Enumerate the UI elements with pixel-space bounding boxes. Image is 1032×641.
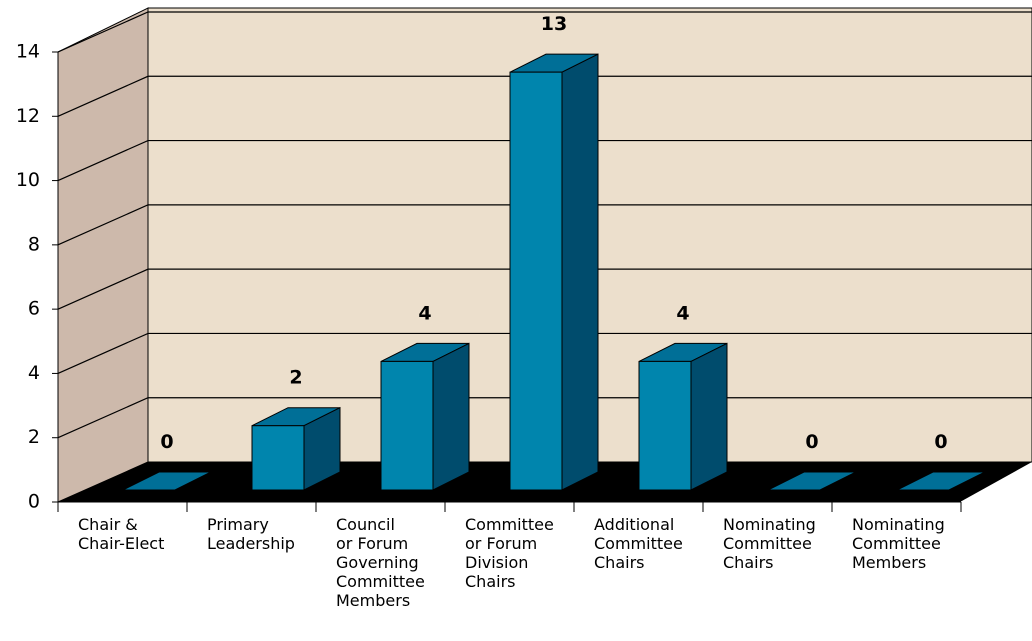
bar-side — [303, 406, 341, 491]
bar-front — [638, 360, 692, 491]
y-tick-label: 14 — [16, 41, 40, 63]
grid-line — [57, 139, 1032, 182]
bar — [251, 406, 341, 491]
y-tick-label: 2 — [28, 426, 40, 448]
value-label: 0 — [805, 431, 818, 453]
x-tick-label: Nominating Committee Chairs — [723, 515, 816, 572]
bar-side — [432, 342, 470, 491]
bar — [122, 471, 212, 491]
grid-line — [57, 332, 1032, 374]
x-tick-line: or Forum — [336, 534, 408, 553]
value-label: 13 — [541, 13, 567, 35]
x-tick-label: Nominating Committee Members — [852, 515, 945, 572]
x-tick-line: Members — [852, 553, 926, 572]
grid-line — [57, 204, 1032, 246]
x-tick-line: Members — [336, 591, 410, 610]
bar — [896, 471, 986, 491]
y-tick-label: 0 — [28, 491, 40, 513]
bar — [767, 471, 857, 491]
value-label: 0 — [160, 431, 173, 453]
bar-top — [767, 471, 857, 491]
y-tick-label: 10 — [16, 169, 40, 191]
bar — [509, 53, 599, 491]
value-label: 4 — [418, 302, 431, 324]
x-tick-line: Chair-Elect — [78, 534, 164, 553]
x-tick-line: Chair & — [78, 515, 138, 534]
grid-line — [57, 268, 1032, 310]
bar-top — [896, 471, 986, 491]
x-tick-line: Committee — [852, 534, 941, 553]
x-tick-line: Committee — [336, 572, 425, 591]
x-tick-line: Nominating — [852, 515, 945, 534]
x-tick-line: Committee — [594, 534, 683, 553]
value-label: 0 — [934, 431, 947, 453]
x-tick-line: Committee — [723, 534, 812, 553]
bar — [380, 342, 470, 491]
bar-front — [380, 360, 434, 491]
grid-line — [57, 397, 1032, 439]
bar-front — [509, 71, 563, 491]
x-tick-label: Committee or Forum Division Chairs — [465, 515, 554, 591]
x-tick-line: Committee — [465, 515, 554, 534]
x-tick-line: Additional — [594, 515, 674, 534]
x-tick-label: Council or Forum Governing Committee Members — [336, 515, 425, 610]
bar-top — [122, 471, 212, 491]
x-tick-line: Chairs — [594, 553, 644, 572]
bar — [638, 342, 728, 491]
x-tick-label: Chair & Chair-Elect — [78, 515, 164, 553]
value-label: 4 — [676, 302, 689, 324]
x-tick-label: Primary Leadership — [207, 515, 295, 553]
x-tick-line: Chairs — [465, 572, 515, 591]
x-tick-line: Division — [465, 553, 528, 572]
grid-line — [57, 75, 1032, 117]
y-tick-label: 8 — [28, 233, 40, 255]
bar-front — [251, 425, 305, 491]
x-tick-line: or Forum — [465, 534, 537, 553]
y-tick-label: 6 — [28, 298, 40, 320]
y-tick-label: 4 — [28, 362, 40, 384]
x-tick-line: Chairs — [723, 553, 773, 572]
x-tick-line: Council — [336, 515, 395, 534]
bar-side — [690, 342, 728, 491]
bar-side — [561, 53, 599, 491]
value-label: 2 — [289, 367, 302, 389]
x-tick-label: Additional Committee Chairs — [594, 515, 683, 572]
y-tick-label: 12 — [16, 105, 40, 127]
grid-line — [57, 11, 1032, 53]
x-tick-line: Leadership — [207, 534, 295, 553]
x-tick-line: Governing — [336, 553, 419, 572]
x-tick-line: Primary — [207, 515, 269, 534]
x-tick-line: Nominating — [723, 515, 816, 534]
